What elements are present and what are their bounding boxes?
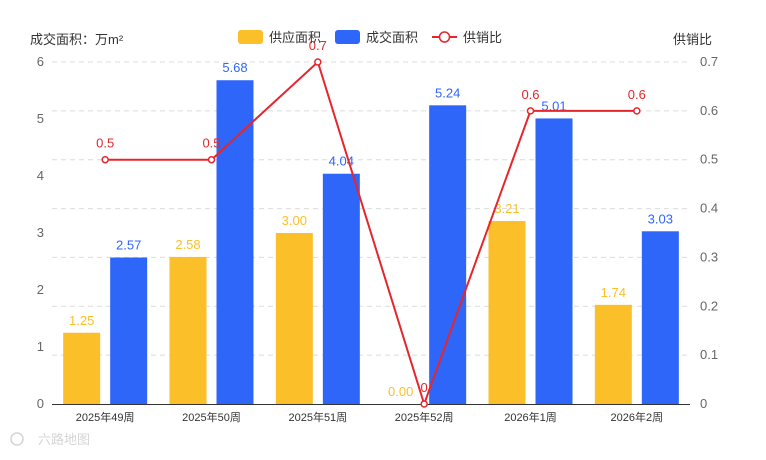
y-right-tick-label: 0.3 (700, 249, 718, 264)
watermark-logo (10, 432, 24, 446)
y-left-tick-label: 2 (37, 282, 44, 297)
bar-data-label: 5.68 (222, 60, 247, 75)
y-left-axis-title: 成交面积：万m² (30, 32, 124, 47)
legend-point-marker (438, 31, 451, 43)
bar-data-label: 3.21 (494, 201, 519, 216)
y-left-tick-label: 4 (37, 168, 44, 183)
bar-supply (275, 233, 313, 404)
legend-swatch (238, 30, 263, 44)
y-right-tick-label: 0.7 (700, 54, 718, 69)
bar-data-label: 3.03 (648, 211, 673, 226)
ratio-data-label: 0.5 (96, 136, 114, 151)
y-right-tick-label: 0.1 (700, 347, 718, 362)
bar-data-label: 2.57 (116, 238, 141, 253)
y-right-axis-title: 供销比 (673, 32, 712, 47)
y-right-tick-label: 0.5 (700, 152, 718, 167)
legend-label: 成交面积 (366, 30, 418, 45)
ratio-data-label: 0.6 (628, 87, 646, 102)
y-right-tick-label: 0.4 (700, 201, 718, 216)
y-left-tick-label: 6 (37, 54, 44, 69)
y-left-tick-label: 5 (37, 111, 44, 126)
bar-data-label: 5.24 (435, 85, 460, 100)
ratio-line (105, 60, 637, 408)
y-left-tick-label: 1 (37, 339, 44, 354)
ratio-data-label: 0.5 (202, 136, 220, 151)
bar-data-label: 2.58 (175, 237, 200, 252)
x-tick-label: 2026年1周 (504, 410, 557, 424)
bar-deal (322, 173, 360, 404)
y-right-tick-label: 0.2 (700, 298, 718, 313)
bar-deal (110, 257, 148, 404)
ratio-point (101, 155, 109, 164)
bar-data-label: 0.00 (388, 384, 413, 399)
bar-supply (488, 221, 526, 404)
ratio-data-label: 0.7 (309, 38, 327, 53)
bar-supply (169, 256, 207, 404)
legend-label: 供应面积 (269, 30, 321, 45)
legend-swatch (335, 30, 360, 44)
x-tick-label: 2025年52周 (395, 410, 454, 424)
bar-data-label: 1.25 (69, 313, 94, 328)
bar-deal (429, 105, 467, 404)
y-right-tick-label: 0.6 (700, 103, 718, 118)
y-left-tick-label: 0 (37, 396, 44, 411)
bar-data-label: 3.00 (282, 213, 307, 228)
watermark-icon (10, 432, 24, 446)
watermark-text: 六路地图 (38, 432, 90, 447)
bar-supply (594, 304, 632, 404)
x-tick-label: 2025年51周 (288, 410, 347, 424)
bar-data-label: 1.74 (601, 285, 626, 300)
ratio-point (420, 400, 428, 408)
ratio-point (633, 107, 641, 115)
bar-deal (216, 80, 254, 405)
bar-deal (641, 231, 679, 404)
bar-supply (63, 332, 101, 404)
x-tick-label: 2025年50周 (182, 410, 241, 424)
ratio-data-label: 0 (421, 380, 428, 395)
ratio-point (314, 58, 322, 66)
y-left-tick-label: 3 (37, 225, 44, 240)
ratio-data-label: 0.6 (521, 87, 539, 102)
y-right-tick-label: 0 (700, 396, 707, 411)
ratio-point (526, 107, 535, 115)
x-tick-label: 2025年49周 (76, 410, 135, 424)
bar-deal (535, 118, 573, 405)
x-tick-label: 2026年2周 (611, 410, 664, 424)
ratio-point (207, 155, 216, 164)
legend-label: 供销比 (463, 30, 502, 45)
bar-data-label: 5.01 (541, 98, 566, 113)
